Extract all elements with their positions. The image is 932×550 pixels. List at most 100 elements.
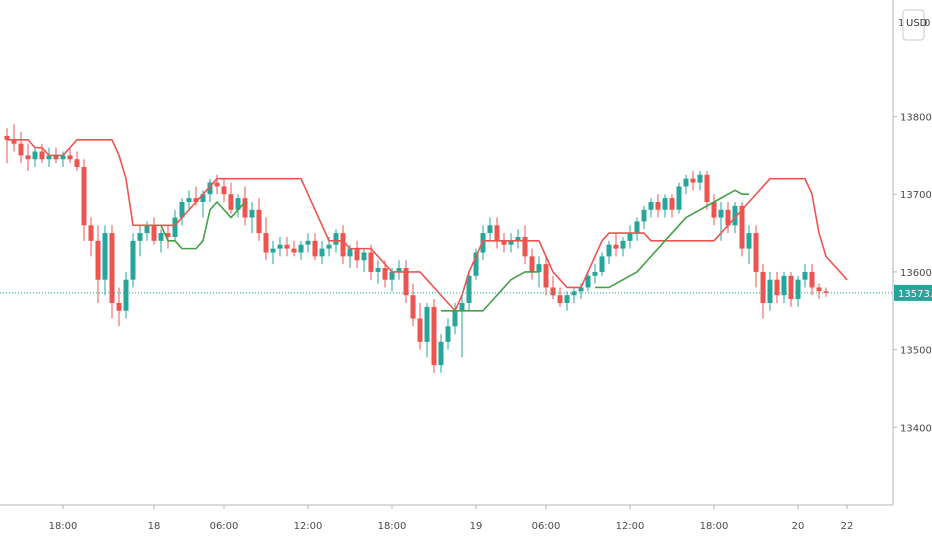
candle-body <box>74 159 80 168</box>
candle-body <box>389 271 395 280</box>
candle-body <box>32 151 38 160</box>
currency-badge-box <box>902 9 925 41</box>
candle <box>627 225 633 249</box>
plot-area[interactable] <box>0 124 893 373</box>
candle-body <box>627 233 633 241</box>
candle <box>235 194 241 218</box>
candle-body <box>263 233 269 253</box>
candle-body <box>809 271 815 288</box>
candle-body <box>67 155 73 160</box>
candle <box>88 217 94 257</box>
candle <box>753 225 759 288</box>
candle <box>802 264 808 288</box>
candle-body <box>816 287 822 292</box>
candle <box>179 198 185 226</box>
price-axis-top-partial-label: 1 <box>898 18 904 29</box>
candle <box>256 198 262 241</box>
candle <box>585 271 591 292</box>
candle-body <box>466 275 472 303</box>
candle-body <box>746 233 752 249</box>
candle <box>557 287 563 307</box>
candle <box>74 151 80 171</box>
candle <box>648 198 654 218</box>
candle <box>599 252 605 276</box>
price-axis-ticks: 13800.00 13700.00 13600.00 13500.00 13400.00 <box>893 113 932 434</box>
candle-body <box>165 233 171 237</box>
candle-body <box>599 256 605 272</box>
candle-body <box>207 182 213 195</box>
candle <box>592 264 598 284</box>
candle <box>452 303 458 335</box>
candle <box>340 225 346 265</box>
candle-body <box>697 174 703 183</box>
price-axis-tick-label: 13500.00 <box>900 346 932 357</box>
candle-body <box>375 268 381 272</box>
candle-body <box>298 244 304 253</box>
time-axis[interactable]: 18:00 18 06:00 12:00 18:00 19 06:00 12:00 18:00 2… <box>0 504 893 532</box>
candle-body <box>578 287 584 292</box>
candle <box>424 303 430 358</box>
candle-body <box>249 209 255 218</box>
candle-body <box>662 198 668 210</box>
candle <box>613 233 619 257</box>
candle-body <box>277 244 283 249</box>
time-axis-tick-label: 22 <box>841 521 854 532</box>
candle <box>788 271 794 307</box>
candle <box>32 147 38 168</box>
candle-body <box>522 236 528 257</box>
time-axis-tick-label: 06:00 <box>210 521 239 532</box>
upper-band-line <box>7 139 848 312</box>
candle-body <box>557 295 563 303</box>
candle-body <box>319 248 325 257</box>
candle <box>620 236 626 257</box>
candle-body <box>333 233 339 245</box>
price-axis-tick-label: 13700.00 <box>900 190 932 201</box>
candle-body <box>543 264 549 288</box>
candle-body <box>424 306 430 342</box>
time-axis-ticks: 18:00 18 06:00 12:00 18:00 19 06:00 12:00 18:00 2… <box>49 505 854 532</box>
candle-body <box>452 310 458 327</box>
price-axis-tick-label: 13600.00 <box>900 268 932 279</box>
candle-body <box>592 271 598 276</box>
candle <box>396 260 402 280</box>
candle-body <box>116 303 122 311</box>
candle-body <box>193 198 199 202</box>
candles <box>4 124 829 373</box>
candle-body <box>221 186 227 195</box>
currency-badge[interactable]: USD <box>902 9 928 41</box>
candle <box>109 225 115 319</box>
candle <box>571 287 577 303</box>
candle <box>774 271 780 303</box>
candle-body <box>529 256 535 272</box>
candle-body <box>781 275 787 296</box>
candle-body <box>564 295 570 303</box>
candle <box>641 205 647 230</box>
candle-body <box>361 252 367 261</box>
candle-body <box>95 240 101 280</box>
candle-body <box>459 303 465 311</box>
candle <box>725 202 731 234</box>
candle <box>242 186 248 226</box>
candle-body <box>508 240 514 245</box>
time-axis-tick-label: 06:00 <box>532 521 561 532</box>
candle-body <box>515 236 521 241</box>
candle <box>151 217 157 245</box>
candle <box>634 217 640 241</box>
candle <box>809 264 815 296</box>
candle <box>214 174 220 195</box>
candle-body <box>214 182 220 187</box>
price-axis[interactable]: 13800.00 13700.00 13600.00 13500.00 13400.00… <box>892 0 932 505</box>
candle <box>473 248 479 280</box>
candle <box>795 275 801 307</box>
candle <box>487 217 493 241</box>
candle <box>284 236 290 257</box>
candle <box>81 159 87 241</box>
time-axis-tick-label: 19 <box>470 521 483 532</box>
candle-body <box>823 291 829 293</box>
candle-body <box>718 209 724 218</box>
candle-body <box>326 244 332 249</box>
candle-body <box>396 268 402 272</box>
candle <box>550 275 556 300</box>
candle-body <box>634 221 640 234</box>
